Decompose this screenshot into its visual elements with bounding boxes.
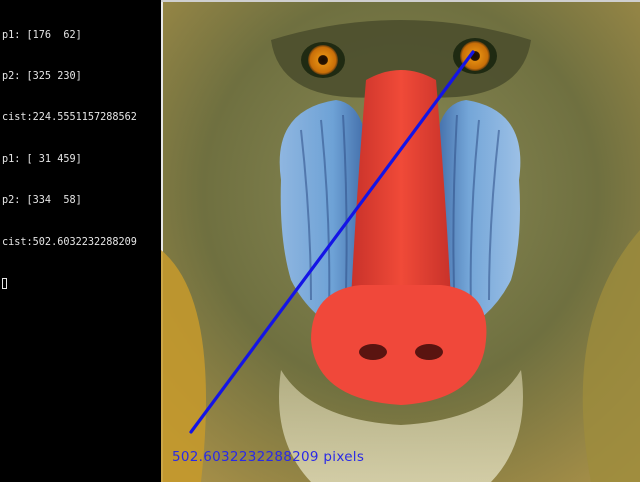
terminal-window[interactable]: p1: [176 62] p2: [325 230] cist:224.5551… [0,0,161,482]
image-left-border [161,0,163,482]
distance-measure-line [189,50,475,434]
left-eye [308,45,338,75]
terminal-line: p1: [ 31 459] [2,153,82,165]
image-viewer[interactable]: 502.6032232288209 pixels [161,0,640,482]
terminal-prompt-line [2,277,161,291]
terminal-line: p2: [334 58] [2,195,82,207]
terminal-line: p1: [176 62] [2,29,82,41]
white-beard [279,370,523,482]
right-eye [460,41,490,71]
terminal-line: cist:502.6032232288209 [2,236,137,248]
right-golden-fur [582,230,640,482]
text-cursor [2,277,7,289]
left-golden-fur [161,250,206,482]
red-nose-ridge [351,70,451,300]
red-muzzle [311,285,487,405]
terminal-line: p2: [325 230] [2,70,82,82]
left-nostril [359,344,387,360]
brow-ridge [271,20,531,98]
image-top-border [161,0,640,2]
mandrill-image[interactable] [161,0,640,482]
terminal-line: cist:224.5551157288562 [2,112,137,124]
right-nostril [415,344,443,360]
distance-label: 502.6032232288209 pixels [172,449,365,465]
